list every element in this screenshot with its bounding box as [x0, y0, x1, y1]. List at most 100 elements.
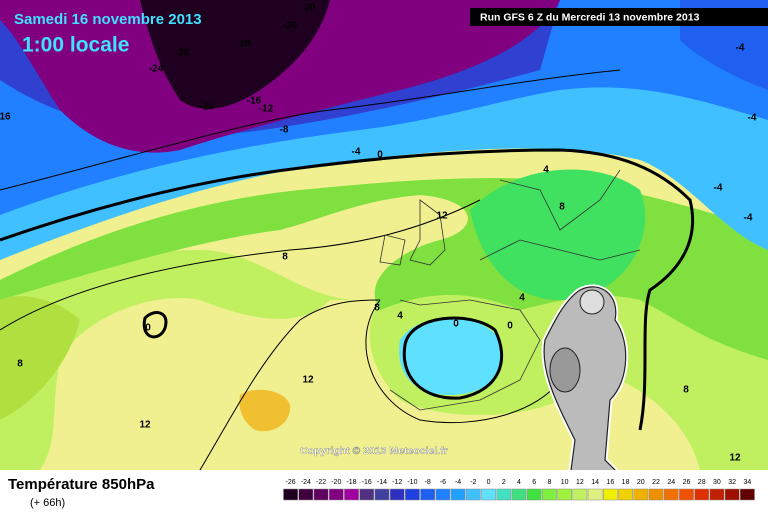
contour-label: 12: [139, 420, 151, 431]
contour-label: 4: [519, 293, 525, 304]
contour-label: 12: [302, 375, 314, 386]
scale-swatch: [450, 488, 466, 501]
contour-label: -4: [736, 43, 745, 54]
contour-label: -20: [200, 102, 215, 113]
scale-label: -12: [392, 479, 402, 486]
scale-swatch: [709, 488, 725, 501]
contour-label: -4: [352, 147, 361, 158]
scale-label: -8: [425, 479, 431, 486]
scale-swatch: [618, 488, 633, 501]
scale-swatch: [283, 488, 298, 501]
scale-label: -14: [377, 479, 387, 486]
contour-label: 0: [507, 321, 513, 332]
scale-label: 18: [622, 479, 630, 486]
contour-label: -8: [280, 125, 289, 136]
scale-label: -16: [362, 479, 372, 486]
forecast-hour: (+ 66h): [30, 497, 65, 509]
scale-label: 32: [728, 479, 736, 486]
contour-lines: [0, 69, 695, 471]
contour-label: -4: [714, 183, 723, 194]
scale-swatch: [572, 488, 588, 501]
contour-label: -4: [748, 113, 757, 124]
scale-label: -4: [455, 479, 461, 486]
copyright: Copyright © 2013 Meteociel.fr: [300, 445, 448, 457]
contour-label: -20: [283, 21, 298, 32]
scale-label: 12: [576, 479, 584, 486]
contour-label: 16: [0, 112, 11, 123]
scale-label: 28: [698, 479, 706, 486]
scale-label: -24: [301, 479, 311, 486]
contour-label: 8: [683, 385, 689, 396]
coastlines: [379, 169, 641, 411]
scale-label: 20: [637, 479, 645, 486]
temperature-field: [0, 0, 768, 470]
scale-swatch: [374, 488, 390, 501]
scale-label: 14: [591, 479, 599, 486]
character-illustration: [541, 284, 629, 481]
scale-swatch: [602, 488, 618, 501]
contour-label: 4: [397, 311, 403, 322]
scale-swatch: [435, 488, 451, 501]
contour-label: 8: [559, 202, 565, 213]
map-time: 1:00 locale: [22, 34, 129, 57]
scale-swatch: [740, 488, 755, 501]
scale-swatch: [724, 488, 740, 501]
scale-label: 22: [652, 479, 660, 486]
scale-swatch: [328, 488, 344, 501]
scale-label: 6: [532, 479, 536, 486]
contour-label: -24: [149, 64, 164, 75]
color-scale: -26 -24 -22 -20 -18 -16 -14 -12 -10 -8 -6 -4 -2 0 2 4 6 8…: [283, 479, 755, 501]
scale-swatch: [557, 488, 573, 501]
contour-label: 8: [282, 252, 288, 263]
contour-label: -12: [259, 104, 274, 115]
scale-swatch: [359, 488, 375, 501]
scale-label: 10: [561, 479, 569, 486]
scale-label: -26: [286, 479, 296, 486]
contour-label: 4: [543, 165, 549, 176]
scale-swatch: [344, 488, 359, 501]
scale-swatch: [648, 488, 664, 501]
scale-swatch: [298, 488, 314, 501]
scale-label: -2: [470, 479, 476, 486]
scale-swatch: [405, 488, 420, 501]
contour-label: -28: [175, 48, 190, 59]
scale-label: 0: [487, 479, 491, 486]
contour-label: 0: [145, 323, 151, 334]
scale-swatch: [633, 488, 649, 501]
scale-label: 8: [547, 479, 551, 486]
scale-label: 24: [667, 479, 675, 486]
scale-label: -18: [346, 479, 356, 486]
scale-swatch: [313, 488, 329, 501]
contour-label: 12: [436, 211, 448, 222]
scale-swatch: [420, 488, 436, 501]
scale-label: 4: [517, 479, 521, 486]
scale-swatch: [587, 488, 603, 501]
scale-swatch: [542, 488, 557, 501]
scale-swatch: [389, 488, 405, 501]
scale-label: -10: [407, 479, 417, 486]
scale-swatch: [694, 488, 710, 501]
field-title: Température 850hPa: [8, 476, 155, 493]
run-box: [470, 8, 768, 26]
scale-swatch: [663, 488, 679, 501]
contour-label: 8: [374, 303, 380, 314]
scale-swatch: [511, 488, 527, 501]
contour-label: 0: [453, 319, 459, 330]
contour-label: 0: [377, 150, 383, 161]
scale-label: -6: [440, 479, 446, 486]
scale-label: 26: [683, 479, 691, 486]
contour-labels: -20-20-28-28-24-20-16-12-8-4 016-4-4-4-44…: [0, 3, 757, 464]
scale-label: 34: [743, 479, 751, 486]
scale-swatch: [496, 488, 512, 501]
run-info: Run GFS 6 Z du Mercredi 13 novembre 2013: [480, 11, 700, 23]
scale-label: 2: [502, 479, 506, 486]
scale-label: -22: [316, 479, 326, 486]
scale-label: 30: [713, 479, 721, 486]
contour-label: 8: [17, 359, 23, 370]
contour-label: 12: [729, 453, 741, 464]
contour-label: -4: [744, 213, 753, 224]
contour-label: -16: [247, 96, 262, 107]
map-date: Samedi 16 novembre 2013: [14, 11, 202, 28]
scale-label: 16: [606, 479, 614, 486]
